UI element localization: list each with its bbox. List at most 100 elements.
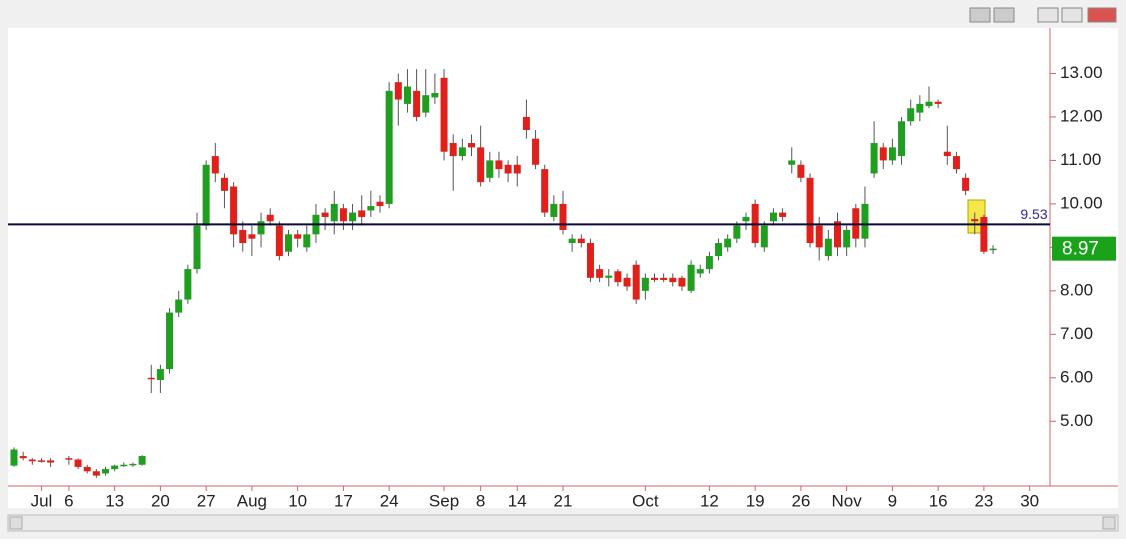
candle-body [147,377,155,380]
x-tick-label: 24 [380,491,399,510]
candle-body [83,466,91,472]
x-tick-label: Nov [832,491,863,510]
candle-body [74,459,82,467]
toolbar-button[interactable] [969,7,991,23]
restore-button[interactable] [1061,7,1083,23]
candle-body [339,208,347,222]
candle-body [321,212,329,217]
x-tick-label: 20 [151,491,170,510]
x-tick-label: 17 [334,491,353,510]
candle-body [449,143,457,157]
candle-body [431,93,439,98]
scrollbar[interactable] [7,514,1119,532]
candle-body [266,214,274,222]
candle-body [422,95,430,113]
candle-body [477,147,485,183]
candle-body [696,269,704,274]
x-tick-label: 9 [888,491,897,510]
y-tick-label: 5.00 [1060,411,1093,430]
candle-body [385,90,393,204]
candle-body [660,277,668,280]
plot-area: 5.006.007.008.009.0010.0011.0012.0013.00… [8,63,1116,510]
window-buttons [969,7,1117,23]
candle-body [156,369,164,380]
x-tick-label: 26 [791,491,810,510]
candle-body [879,147,887,161]
candle-body [211,156,219,174]
y-tick-label: 7.00 [1060,324,1093,343]
candle-body [19,456,27,459]
candle-body [779,212,787,217]
candle-body [376,201,384,207]
y-tick-label: 10.00 [1060,193,1103,212]
candle-body [632,264,640,300]
x-tick-label: 16 [929,491,948,510]
candle-body [733,225,741,239]
y-tick-label: 6.00 [1060,367,1093,386]
candle-body [669,277,677,283]
candle-body [248,234,256,239]
candle-body [934,101,942,104]
x-tick-label: 12 [700,491,719,510]
candle-body [724,238,732,248]
x-tick-label: 23 [974,491,993,510]
y-tick-label: 8.00 [1060,280,1093,299]
candle-body [349,212,357,222]
x-tick-label: 30 [1020,491,1039,510]
candle-body [806,177,814,244]
candle-body [202,164,210,226]
minimize-button[interactable] [1037,7,1059,23]
candle-body [330,203,338,222]
scroll-left-button[interactable] [9,516,23,530]
toolbar-button[interactable] [993,7,1015,23]
candle-body [513,164,521,174]
candle-body [285,234,292,252]
candle-body [358,210,366,217]
candle-body [989,248,997,251]
candle-body [834,221,841,248]
x-tick-label: 8 [476,491,485,510]
x-tick-label: Jul [31,491,53,510]
candle-body [367,206,375,211]
x-tick-label: 27 [197,491,216,510]
close-button[interactable] [1087,7,1117,23]
scroll-right-button[interactable] [1102,516,1116,530]
candle-body [760,225,768,248]
candle-body [596,269,604,278]
x-tick-label: 6 [64,491,73,510]
y-tick-label: 12.00 [1060,106,1103,125]
candle-body [92,471,100,476]
horizontal-line-label: 9.53 [1020,206,1047,222]
candle-body [120,464,128,467]
candle-body [888,147,896,161]
candle-body [925,101,933,107]
candle-body [550,203,558,217]
candle-body [797,164,805,178]
candle-body [962,177,970,191]
candle-body [614,271,622,283]
candle-body [522,116,530,130]
candle-body [65,458,73,460]
candle-body [916,103,924,113]
candle-body [769,212,777,222]
candle-body [861,203,869,239]
candle-body [568,238,576,244]
candle-body [898,121,906,157]
candle-body [10,449,18,466]
candle-body [980,216,988,252]
candle-body [605,275,613,278]
candle-body [47,460,55,463]
candle-body [166,312,174,370]
candle-body [541,169,549,213]
candle-body [824,238,832,257]
candle-body [257,221,265,235]
candle-body [907,108,915,122]
candle-body [193,225,201,270]
candle-body [28,459,36,462]
candle-body [715,243,723,257]
candle-body [623,277,631,287]
candle-body [843,229,851,248]
candle-body [440,77,448,152]
candle-body [971,219,979,222]
candle-body [413,90,421,117]
